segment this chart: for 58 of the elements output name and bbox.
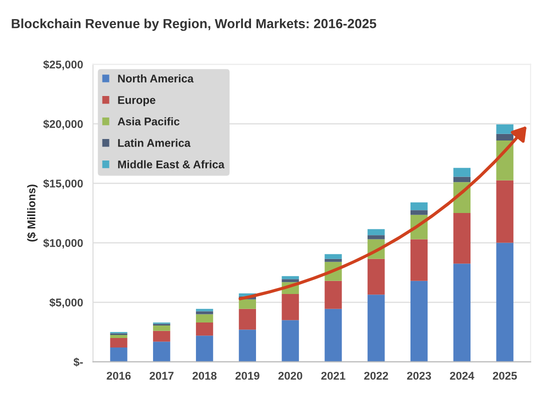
legend-label: Europe bbox=[118, 96, 156, 106]
y-tick-label: $5,000 bbox=[49, 298, 83, 308]
bar bbox=[496, 242, 514, 362]
bar bbox=[196, 311, 214, 314]
x-tick-label: 2025 bbox=[492, 372, 517, 380]
bar bbox=[324, 280, 342, 309]
bar bbox=[453, 168, 471, 177]
bar bbox=[110, 335, 128, 338]
x-tick-label: 2019 bbox=[235, 372, 260, 380]
chart-title: Blockchain Revenue by Region, World Markets: 2016-2025 bbox=[12, 18, 376, 31]
x-tick-label: 2023 bbox=[407, 372, 432, 380]
bar bbox=[196, 314, 214, 323]
legend-label: North America bbox=[118, 74, 194, 82]
x-tick-label: 2020 bbox=[278, 372, 302, 380]
y-tick-label: $20,000 bbox=[43, 120, 83, 130]
bar bbox=[410, 202, 428, 210]
bar bbox=[410, 210, 428, 215]
y-tick-label: $25,000 bbox=[43, 60, 83, 70]
bar bbox=[453, 176, 471, 182]
x-tick-label: 2018 bbox=[192, 372, 217, 380]
bar bbox=[110, 348, 128, 362]
bar bbox=[410, 280, 428, 362]
bar bbox=[496, 180, 514, 243]
bar bbox=[453, 213, 471, 264]
bar bbox=[453, 264, 471, 362]
bar bbox=[153, 330, 170, 342]
bar bbox=[324, 254, 342, 259]
bar bbox=[196, 336, 214, 362]
bar bbox=[196, 322, 214, 336]
x-tick-label: 2016 bbox=[106, 372, 131, 380]
x-tick-label: 2017 bbox=[150, 372, 174, 380]
bar bbox=[238, 299, 256, 309]
bar bbox=[282, 279, 299, 282]
y-tick-label: $- bbox=[74, 358, 83, 367]
y-tick-label: $15,000 bbox=[43, 179, 83, 190]
legend-label: Middle East & Africa bbox=[118, 160, 225, 168]
bar bbox=[282, 294, 299, 320]
bar bbox=[368, 235, 385, 240]
y-axis-title: ($ Millions) bbox=[27, 184, 38, 242]
bar bbox=[368, 258, 385, 295]
bar bbox=[153, 326, 170, 331]
bar bbox=[282, 320, 299, 362]
bar bbox=[238, 308, 256, 330]
bar bbox=[110, 338, 128, 348]
bar bbox=[282, 276, 299, 280]
x-tick-label: 2022 bbox=[364, 372, 388, 380]
bar bbox=[324, 308, 342, 362]
legend-label: Asia Pacific bbox=[118, 117, 180, 126]
bar bbox=[324, 258, 342, 262]
bar bbox=[410, 239, 428, 281]
bar bbox=[368, 229, 385, 236]
bar bbox=[153, 342, 170, 362]
y-tick-label: $10,000 bbox=[43, 238, 83, 249]
bar bbox=[238, 330, 256, 362]
bar bbox=[368, 294, 385, 362]
x-tick-label: 2024 bbox=[450, 372, 474, 380]
legend-label: Latin America bbox=[118, 138, 191, 147]
x-tick-label: 2021 bbox=[321, 372, 346, 380]
